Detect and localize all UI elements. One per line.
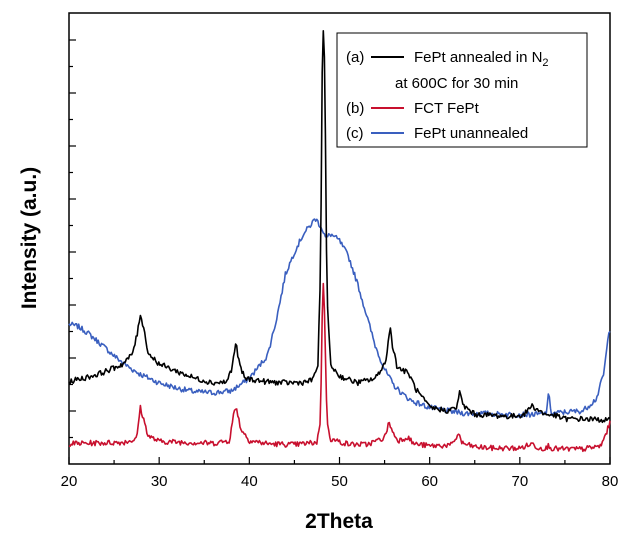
- series-line-a: [68, 30, 611, 424]
- x-tick-label: 60: [421, 473, 438, 490]
- series-line-b: [68, 282, 611, 453]
- legend: (a) FePt annealed in N2 (b) FCT FePt (c) FePt…: [336, 32, 588, 148]
- x-tick-label: 70: [511, 473, 528, 490]
- series-line-c: [68, 218, 611, 418]
- legend-extra-line: at 600C for 30 min: [395, 75, 518, 92]
- x-tick-label: 30: [151, 473, 168, 490]
- x-tick-labels: 20 30 40 50 60 70 80: [61, 473, 619, 490]
- x-tick-label: 50: [331, 473, 348, 490]
- x-axis-title: 2Theta: [305, 510, 373, 533]
- legend-label: FePt unannealed: [414, 125, 528, 142]
- legend-tag: (c): [346, 125, 364, 142]
- legend-tag: (a): [346, 49, 364, 66]
- x-tick-label: 40: [241, 473, 258, 490]
- y-axis-title: Intensity (a.u.): [18, 167, 41, 309]
- legend-box: [336, 32, 588, 148]
- axis-ticks: [68, 39, 611, 464]
- legend-tag: (b): [346, 100, 364, 117]
- series-lines: [68, 30, 611, 453]
- legend-label: FCT FePt: [414, 100, 480, 117]
- legend-label: FePt annealed in N2: [414, 49, 549, 69]
- x-tick-label: 20: [61, 473, 78, 490]
- x-tick-label: 80: [602, 473, 619, 490]
